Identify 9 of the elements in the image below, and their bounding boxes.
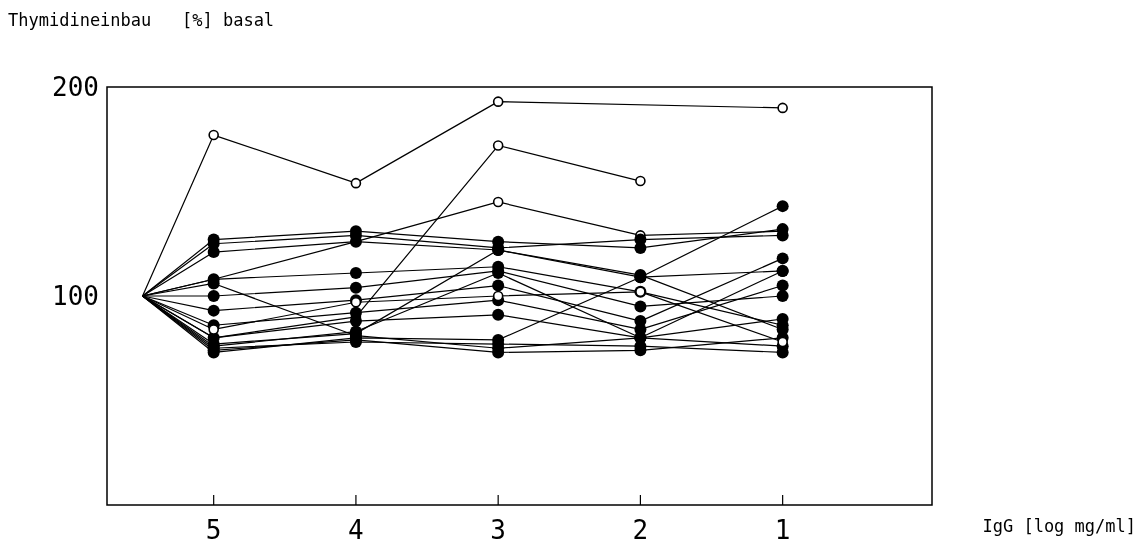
y-tick-label: 100 bbox=[52, 281, 99, 311]
x-tick-label: 1 bbox=[774, 515, 791, 545]
x-axis-title: IgG [log mg/ml] bbox=[982, 516, 1136, 536]
x-tick-label: 5 bbox=[205, 515, 222, 545]
x-tick-label: 3 bbox=[490, 515, 506, 545]
x-tick-label: 4 bbox=[348, 515, 364, 545]
y-tick-label: 200 bbox=[52, 72, 99, 102]
x-tick-label: 2 bbox=[632, 515, 649, 545]
y-axis-title: Thymidineinbau [%] basal bbox=[8, 10, 275, 30]
